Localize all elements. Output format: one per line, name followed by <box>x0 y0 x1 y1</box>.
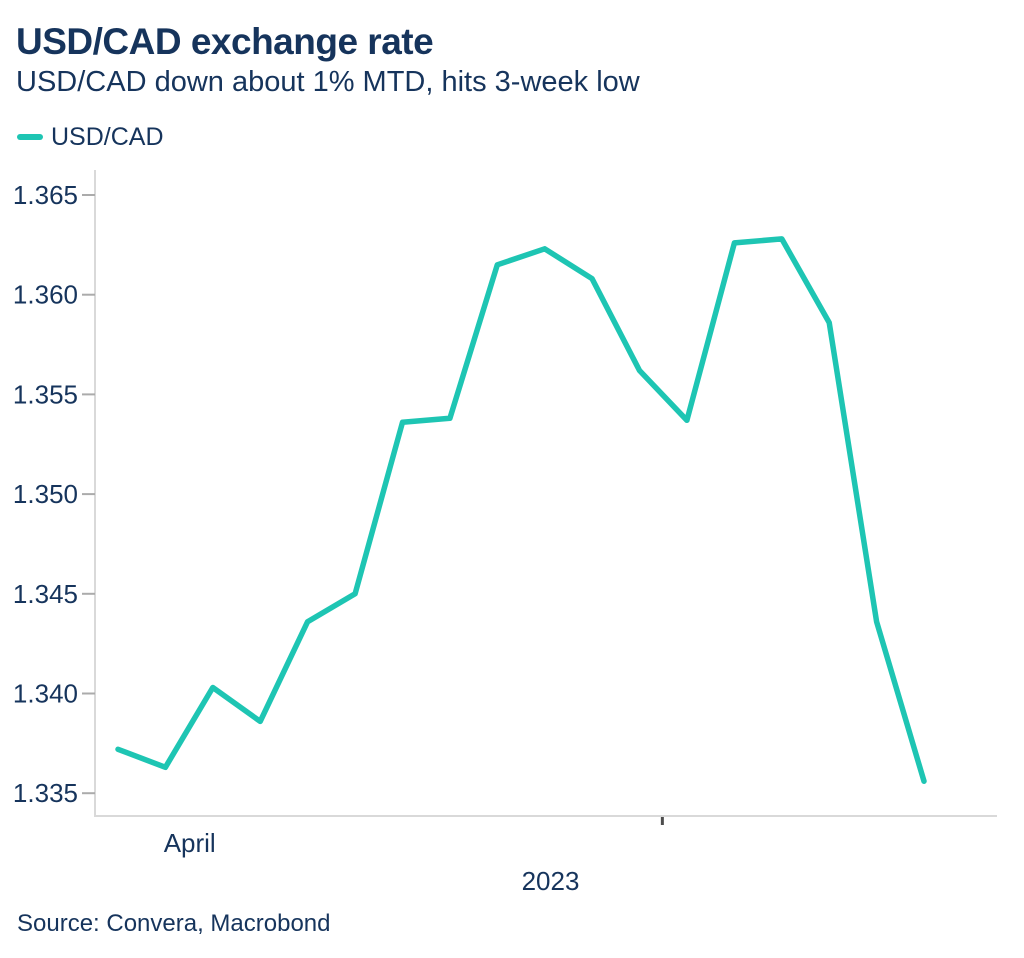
usdcad-series-line <box>115 236 927 784</box>
y-tick-label: 1.345 <box>13 579 78 609</box>
y-tick-label: 1.360 <box>13 280 78 310</box>
x-axis-label-year: 2023 <box>522 866 580 896</box>
legend: USD/CAD <box>17 122 164 151</box>
legend-series-label: USD/CAD <box>51 122 164 151</box>
y-tick-label: 1.335 <box>13 778 78 808</box>
legend-line-swatch-icon <box>17 134 43 140</box>
y-tick-label: 1.340 <box>13 679 78 709</box>
y-tick-label: 1.355 <box>13 379 78 409</box>
x-axis-label-month: April <box>164 828 216 858</box>
source-attribution: Source: Convera, Macrobond <box>17 910 331 937</box>
y-tick-label: 1.365 <box>13 180 78 210</box>
page-title: USD/CAD exchange rate <box>16 21 434 62</box>
chart-subtitle: USD/CAD down about 1% MTD, hits 3-week l… <box>16 66 640 98</box>
y-tick-label: 1.350 <box>13 479 78 509</box>
